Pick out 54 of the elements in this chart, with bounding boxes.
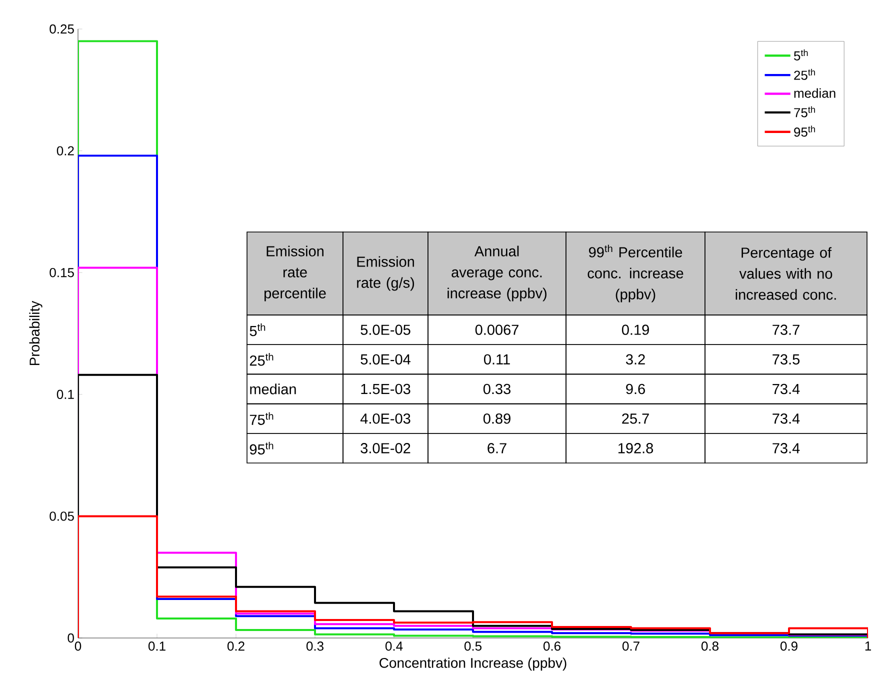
annotation: 6.7 [488, 443, 506, 454]
x-tick-label: 0.8 [701, 642, 718, 651]
legend-label: 25$^{th}$ [794, 68, 815, 80]
annotation: 192.8 [618, 443, 654, 454]
x-tick-label: 0 [74, 642, 82, 651]
annotation: Percentage of values with no increased conc. [736, 247, 836, 300]
legend-label: 75$^{th}$ [794, 106, 815, 118]
y-tick-label: 0.15 [50, 268, 74, 278]
annotation: 73.4 [772, 443, 800, 454]
annotation: 0.0067 [475, 324, 518, 335]
annotation: Emission rate (g/s) [357, 256, 414, 291]
x-tick-label: 0.6 [543, 642, 560, 651]
y-tick-label: 0.1 [56, 390, 74, 399]
annotation: 0.11 [484, 354, 510, 365]
annotation: 75$^{th}$ [250, 412, 274, 425]
annotation: 73.4 [772, 384, 800, 394]
x-tick-label: 0.1 [148, 642, 166, 651]
x-tick-label: 0.2 [227, 642, 244, 651]
annotation: median [250, 384, 296, 394]
annotation: 99$^{th}$ Percentile conc. increase (ppbv) [588, 244, 684, 302]
x-tick-label: 0.5 [464, 642, 482, 651]
x-tick-label: 0.3 [306, 642, 324, 651]
annotation: 25$^{th}$ [250, 353, 274, 366]
annotation: 73.7 [772, 324, 800, 335]
annotation: 0.19 [622, 324, 649, 335]
y-axis-title: Probability [29, 300, 42, 366]
annotation: 5$^{th}$ [250, 323, 266, 336]
x-tick-label: 0.9 [780, 642, 798, 651]
y-tick-label: 0.25 [50, 24, 74, 34]
annotation: 5.0E-04 [360, 354, 410, 365]
annotation: 73.5 [772, 354, 800, 365]
legend-label: median [794, 88, 836, 98]
annotation: 4.0E-03 [360, 413, 410, 424]
annotation: 95$^{th}$ [250, 442, 274, 455]
annotation: 1.5E-03 [361, 384, 410, 394]
legend-label: 5$^{th}$ [794, 49, 808, 60]
annotation: 3.0E-02 [360, 443, 410, 454]
annotation: Emission rate percentile [264, 246, 326, 302]
x-tick-label: 0.7 [622, 642, 640, 651]
annotation: 73.4 [772, 413, 800, 424]
y-tick-label: 0.2 [56, 146, 74, 156]
y-tick-label: 0.05 [50, 512, 74, 521]
annotation: 3.2 [626, 354, 645, 365]
annotation: 0.89 [483, 413, 510, 424]
x-tick-label: 0.4 [385, 642, 403, 651]
x-axis-title: Concentration Increase (ppbv) [380, 658, 566, 671]
annotation: 5.0E-05 [360, 324, 410, 335]
x-tick-label: 1 [865, 642, 871, 650]
annotation: Annual average conc. increase (ppbv) [448, 246, 546, 302]
annotation: 25.7 [622, 413, 649, 424]
annotation: 0.33 [483, 384, 510, 394]
annotation: 9.6 [626, 384, 645, 394]
legend-label: 95$^{th}$ [794, 126, 815, 137]
y-tick-label: 0 [68, 633, 74, 643]
